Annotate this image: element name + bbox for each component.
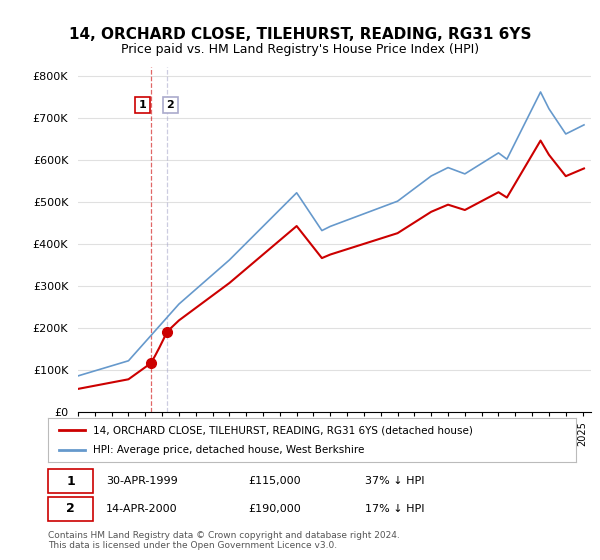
- Text: 14, ORCHARD CLOSE, TILEHURST, READING, RG31 6YS (detached house): 14, ORCHARD CLOSE, TILEHURST, READING, R…: [93, 425, 473, 435]
- Text: HPI: Average price, detached house, West Berkshire: HPI: Average price, detached house, West…: [93, 445, 364, 455]
- Text: 2: 2: [66, 502, 75, 515]
- Text: 1: 1: [66, 475, 75, 488]
- Text: £115,000: £115,000: [248, 476, 301, 486]
- Text: 30-APR-1999: 30-APR-1999: [106, 476, 178, 486]
- Text: 14-APR-2000: 14-APR-2000: [106, 504, 178, 514]
- Text: 14, ORCHARD CLOSE, TILEHURST, READING, RG31 6YS: 14, ORCHARD CLOSE, TILEHURST, READING, R…: [69, 27, 531, 42]
- FancyBboxPatch shape: [48, 469, 93, 493]
- FancyBboxPatch shape: [48, 497, 93, 521]
- Text: 37% ↓ HPI: 37% ↓ HPI: [365, 476, 424, 486]
- Text: 17% ↓ HPI: 17% ↓ HPI: [365, 504, 424, 514]
- Text: £190,000: £190,000: [248, 504, 301, 514]
- Text: 2: 2: [166, 100, 174, 110]
- Text: Contains HM Land Registry data © Crown copyright and database right 2024.
This d: Contains HM Land Registry data © Crown c…: [48, 531, 400, 550]
- Text: Price paid vs. HM Land Registry's House Price Index (HPI): Price paid vs. HM Land Registry's House …: [121, 43, 479, 55]
- Text: 1: 1: [139, 100, 146, 110]
